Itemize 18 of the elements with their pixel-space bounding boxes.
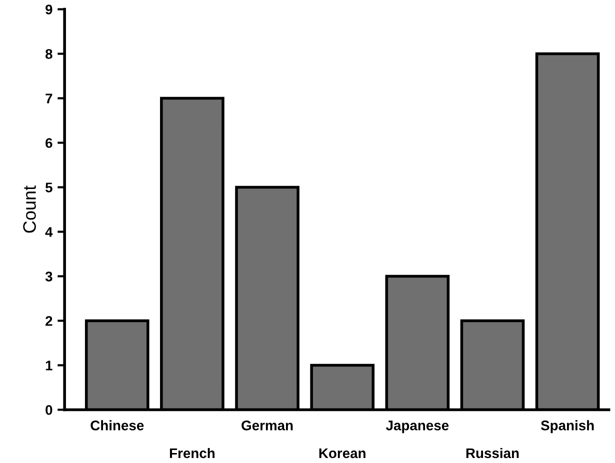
- y-tick-label: 4: [45, 227, 53, 237]
- y-tick-label: 5: [45, 182, 52, 192]
- y-tick-label: 3: [45, 272, 52, 282]
- y-tick-label: 7: [46, 94, 52, 104]
- y-tick-label: 1: [46, 360, 52, 370]
- y-axis-title: Count: [23, 186, 36, 233]
- y-tick-label: 2: [46, 316, 52, 326]
- x-tick-label: French: [170, 448, 214, 458]
- y-tick-label: 8: [45, 49, 52, 59]
- x-tick-label: Korean: [319, 448, 366, 458]
- x-tick-label: Spanish: [540, 420, 594, 434]
- x-tick-label: Russian: [466, 448, 519, 458]
- y-tick-label: 0: [46, 405, 52, 415]
- x-tick-label: German: [242, 420, 293, 430]
- x-tick-label: Chinese: [90, 420, 144, 430]
- y-tick-label: 9: [46, 4, 52, 14]
- x-tick-label: Japanese: [386, 420, 449, 434]
- y-tick-label: 6: [46, 138, 52, 148]
